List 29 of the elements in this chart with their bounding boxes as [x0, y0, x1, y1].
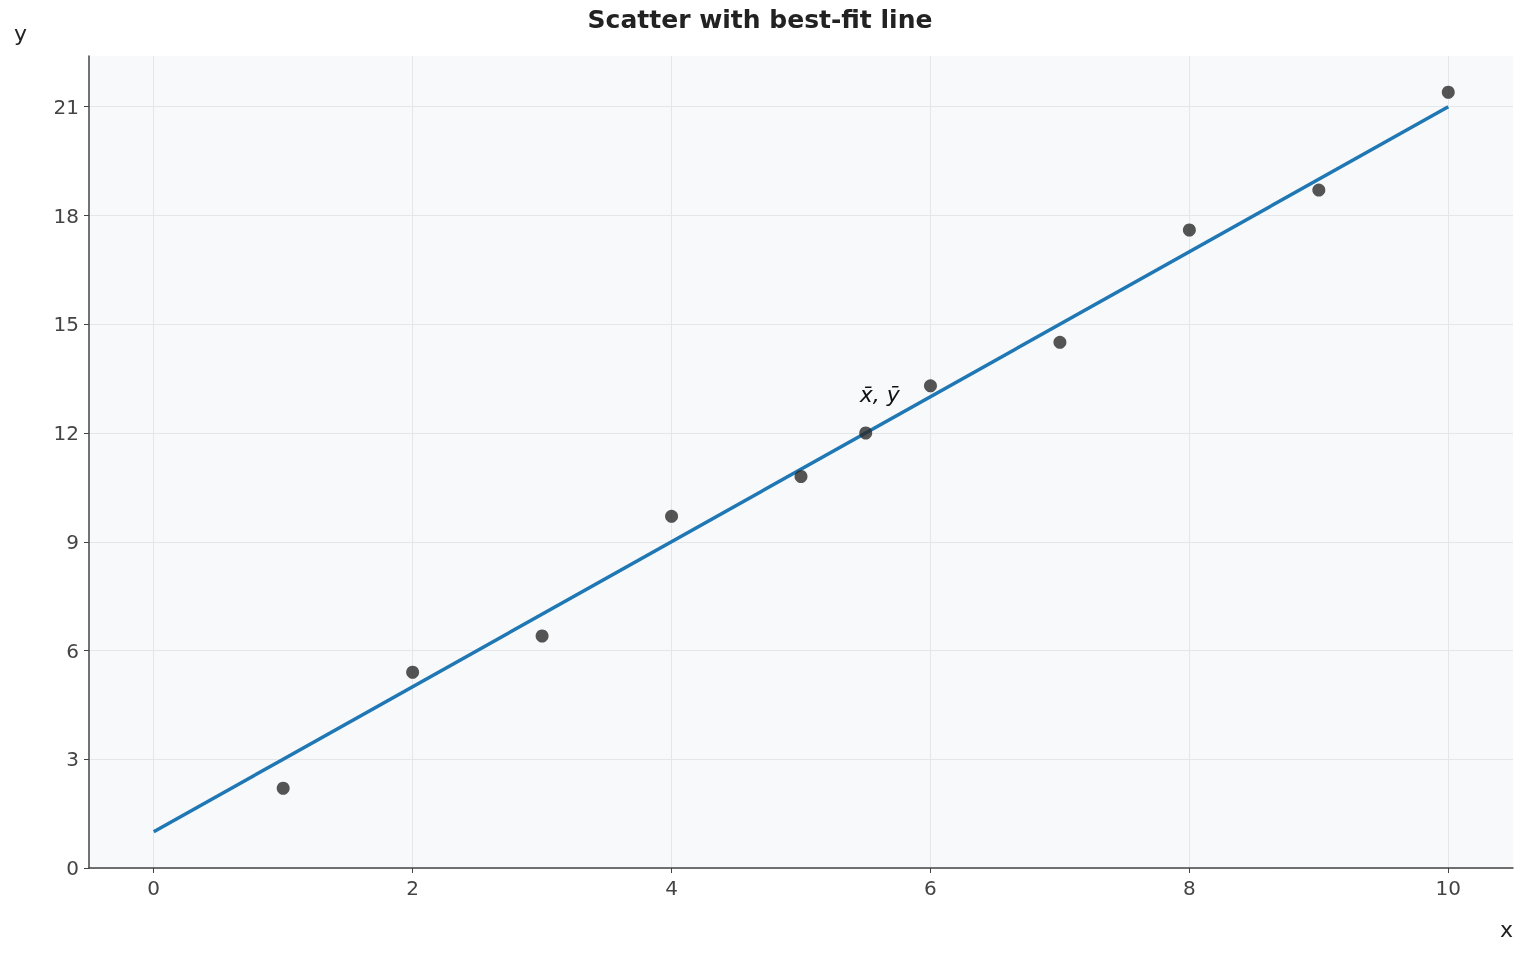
x-tick-label: 2	[406, 876, 419, 900]
y-tick-label: 6	[66, 638, 79, 663]
point	[1441, 85, 1455, 99]
x-axis-title: x	[1499, 916, 1513, 942]
y-axis-title: y	[13, 20, 27, 46]
point	[406, 665, 420, 679]
point	[1312, 183, 1326, 197]
chart-title: Scatter with best-fit line	[587, 5, 933, 34]
x-tick-label: 8	[1183, 876, 1196, 900]
y-tick-label: 12	[53, 421, 79, 445]
point	[794, 470, 808, 483]
x-tick-label: 10	[1435, 876, 1461, 900]
point	[535, 629, 549, 643]
point	[923, 379, 937, 393]
y-tick-label: 18	[53, 203, 79, 228]
x-tick-label: 4	[665, 876, 678, 900]
y-tick-label: 3	[66, 747, 79, 772]
point	[276, 781, 290, 795]
y-tick-label: 9	[66, 529, 79, 554]
point	[1182, 223, 1196, 237]
y-tick-label: 15	[53, 312, 79, 337]
annotation: x̄, ȳ	[858, 381, 901, 407]
y-tick-label: 0	[66, 856, 79, 880]
x-tick-label: 6	[924, 876, 937, 900]
point	[859, 426, 873, 440]
y-tick-label: 21	[53, 94, 79, 119]
point	[1053, 335, 1067, 349]
x-tick-label: 0	[147, 876, 161, 900]
point	[665, 509, 679, 523]
